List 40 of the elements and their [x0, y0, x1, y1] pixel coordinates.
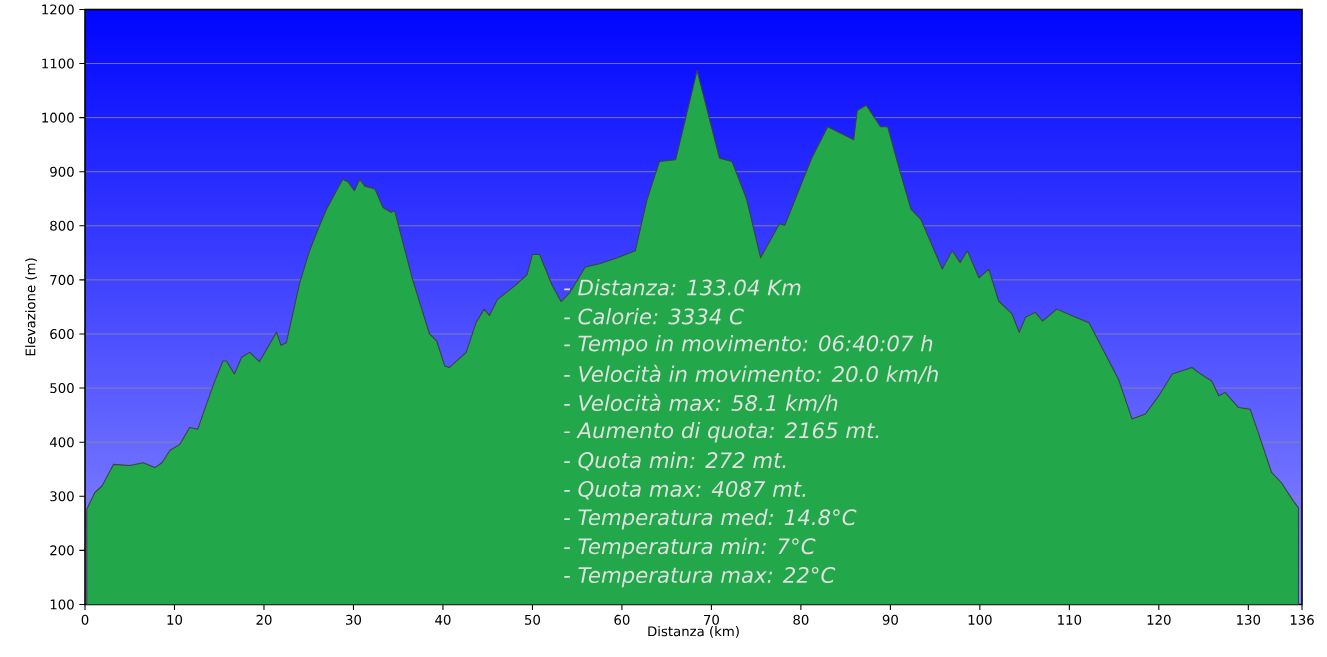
x-axis-title: Distanza (km): [648, 625, 739, 638]
x-tick-label: 130: [1237, 614, 1261, 625]
annotation: - Velocità max: 58.1 km/h: [564, 393, 838, 413]
annotation: - Quota max: 4087 mt.: [564, 480, 806, 500]
y-tick-label: 700: [50, 274, 74, 285]
x-tick-label: 110: [1058, 614, 1082, 625]
x-tick-label: 60: [614, 614, 630, 625]
y-tick-label: 400: [49, 436, 74, 447]
x-tick-label: 100: [968, 614, 992, 625]
annotation: - Temperatura max: 22°C: [564, 566, 836, 587]
annotation: - Tempo in movimento: 06:40:07 h: [564, 334, 933, 356]
x-tick-label: 136: [1290, 614, 1314, 625]
y-tick-label: 600: [50, 328, 74, 339]
y-tick-label: 300: [50, 491, 74, 502]
annotation: - Quota min: 272 mt.: [564, 451, 786, 471]
y-tick-label: 200: [50, 545, 74, 556]
x-tick-label: 0: [81, 614, 89, 625]
y-tick-label: 1200: [42, 4, 74, 15]
annotation: - Velocità in movimento: 20.0 km/h: [564, 364, 938, 384]
y-tick-label: 100: [50, 599, 74, 610]
y-tick-label: 900: [50, 166, 74, 177]
y-tick-label: 1000: [42, 112, 74, 123]
x-tick-label: 20: [256, 614, 272, 625]
x-tick-label: 50: [525, 614, 541, 625]
x-tick-label: 90: [882, 614, 898, 625]
x-tick-label: 30: [346, 614, 362, 625]
annotation: - Temperatura min: 7°C: [564, 537, 816, 559]
annotation: - Distanza: 133.04 Km: [564, 278, 801, 296]
x-tick-label: 80: [793, 614, 809, 625]
x-tick-label: 10: [167, 614, 183, 625]
annotation: - Temperatura med: 14.8°C: [564, 508, 857, 530]
y-tick-label: 800: [50, 220, 74, 231]
y-tick-label: 1100: [42, 58, 74, 69]
x-tick-label: 40: [435, 614, 451, 625]
y-tick-label: 500: [50, 382, 74, 393]
y-axis-title: Elevazione (m): [25, 258, 38, 355]
x-tick-label: 70: [704, 614, 719, 625]
annotation: - Calorie: 3334 C: [564, 307, 744, 325]
annotation: - Aumento di quota: 2165 mt.: [564, 421, 879, 443]
x-tick-label: 120: [1147, 614, 1171, 625]
